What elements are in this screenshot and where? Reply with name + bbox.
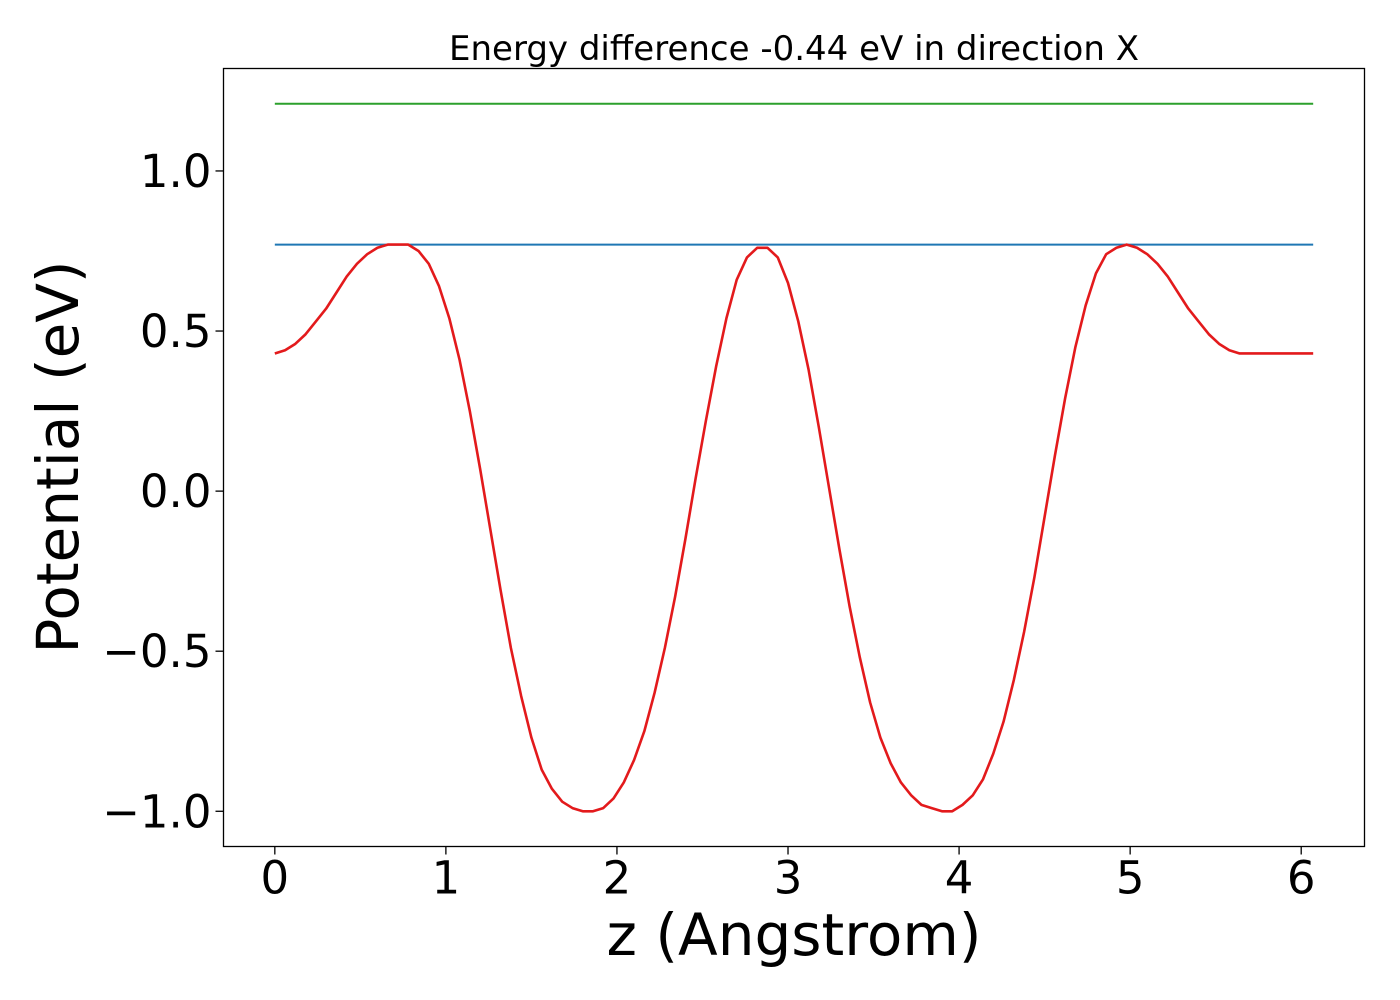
x-tick-label: 5 <box>1116 852 1145 905</box>
x-tick-label: 1 <box>432 852 461 905</box>
y-tick-label: 1.0 <box>140 145 212 198</box>
plot-area-frame <box>222 67 1366 848</box>
series-line-2 <box>274 243 1314 813</box>
x-tick-label: 2 <box>603 852 632 905</box>
y-tick-label: 0.5 <box>140 305 212 358</box>
y-tick-label: 0.0 <box>140 465 212 518</box>
x-tick-label: 3 <box>774 852 803 905</box>
series-layer <box>274 102 1314 813</box>
chart-title: Energy difference -0.44 eV in direction … <box>449 29 1139 69</box>
x-axis-label: z (Angstrom) <box>607 901 982 969</box>
y-axis-label: Potential (eV) <box>24 260 92 653</box>
ticks-layer: 0 1 2 3 4 5 6 −1.0 −0.5 0.0 0.5 1.0 <box>102 145 1315 905</box>
y-tick-label: −0.5 <box>102 625 211 678</box>
x-tick-label: 4 <box>945 852 974 905</box>
x-tick-label: 6 <box>1287 852 1316 905</box>
y-tick-label: −1.0 <box>102 785 211 838</box>
x-tick-label: 0 <box>260 852 289 905</box>
